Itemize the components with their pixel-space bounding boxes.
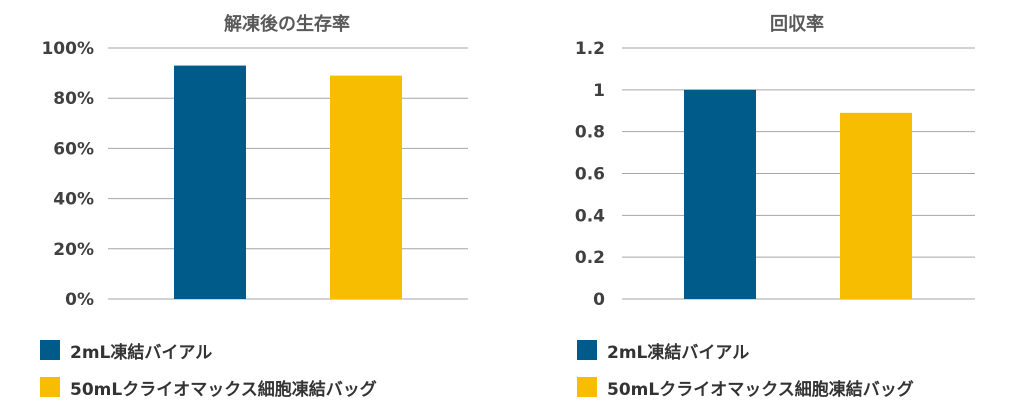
legend-swatch-vial [40, 340, 60, 360]
legend-swatch-bag [577, 377, 597, 397]
chart-title: 解凍後の生存率 [224, 13, 350, 35]
y-tick-label: 100% [41, 39, 94, 59]
legend-item-vial: 2mL凍結バイアル [577, 337, 914, 363]
legend-item-bag: 50mLクライオマックス細胞凍結バッグ [40, 374, 377, 400]
y-tick-label: 20% [53, 240, 94, 260]
legend-swatch-bag [40, 377, 60, 397]
y-tick-label: 0% [65, 290, 94, 310]
legend-item-vial: 2mL凍結バイアル [40, 337, 377, 363]
legend-label: 50mLクライオマックス細胞凍結バッグ [70, 379, 377, 400]
y-tick-label: 1 [593, 81, 605, 101]
y-tick-label: 0.2 [575, 248, 605, 268]
y-tick-label: 60% [53, 139, 94, 159]
legend-recovery-chart: 2mL凍結バイアル 50mLクライオマックス細胞凍結バッグ [577, 337, 914, 411]
y-tick-label: 0.4 [575, 206, 605, 226]
legend-swatch-vial [577, 340, 597, 360]
y-tick-label: 0.8 [575, 123, 605, 143]
survival-rate-chart: 解凍後の生存率 0% 20% 40% 60% 80% 100% [41, 13, 468, 310]
y-tick-label: 0 [593, 290, 605, 310]
legend-label: 50mLクライオマックス細胞凍結バッグ [607, 379, 914, 400]
bar-bag [840, 112, 912, 299]
bar-vial [684, 89, 756, 299]
recovery-rate-chart: 回収率 0 0.2 0.4 0.6 0.8 1 1.2 [575, 13, 975, 310]
chart-title: 回収率 [770, 13, 824, 35]
legend-label: 2mL凍結バイアル [607, 342, 750, 363]
y-tick-label: 40% [53, 190, 94, 210]
bar-vial [174, 65, 246, 299]
legend-label: 2mL凍結バイアル [70, 342, 213, 363]
y-tick-label: 80% [53, 89, 94, 109]
legend-survival-chart: 2mL凍結バイアル 50mLクライオマックス細胞凍結バッグ [40, 337, 377, 411]
y-tick-label: 0.6 [575, 165, 605, 185]
bar-bag [330, 75, 402, 299]
legend-item-bag: 50mLクライオマックス細胞凍結バッグ [577, 374, 914, 400]
y-tick-label: 1.2 [575, 39, 605, 59]
